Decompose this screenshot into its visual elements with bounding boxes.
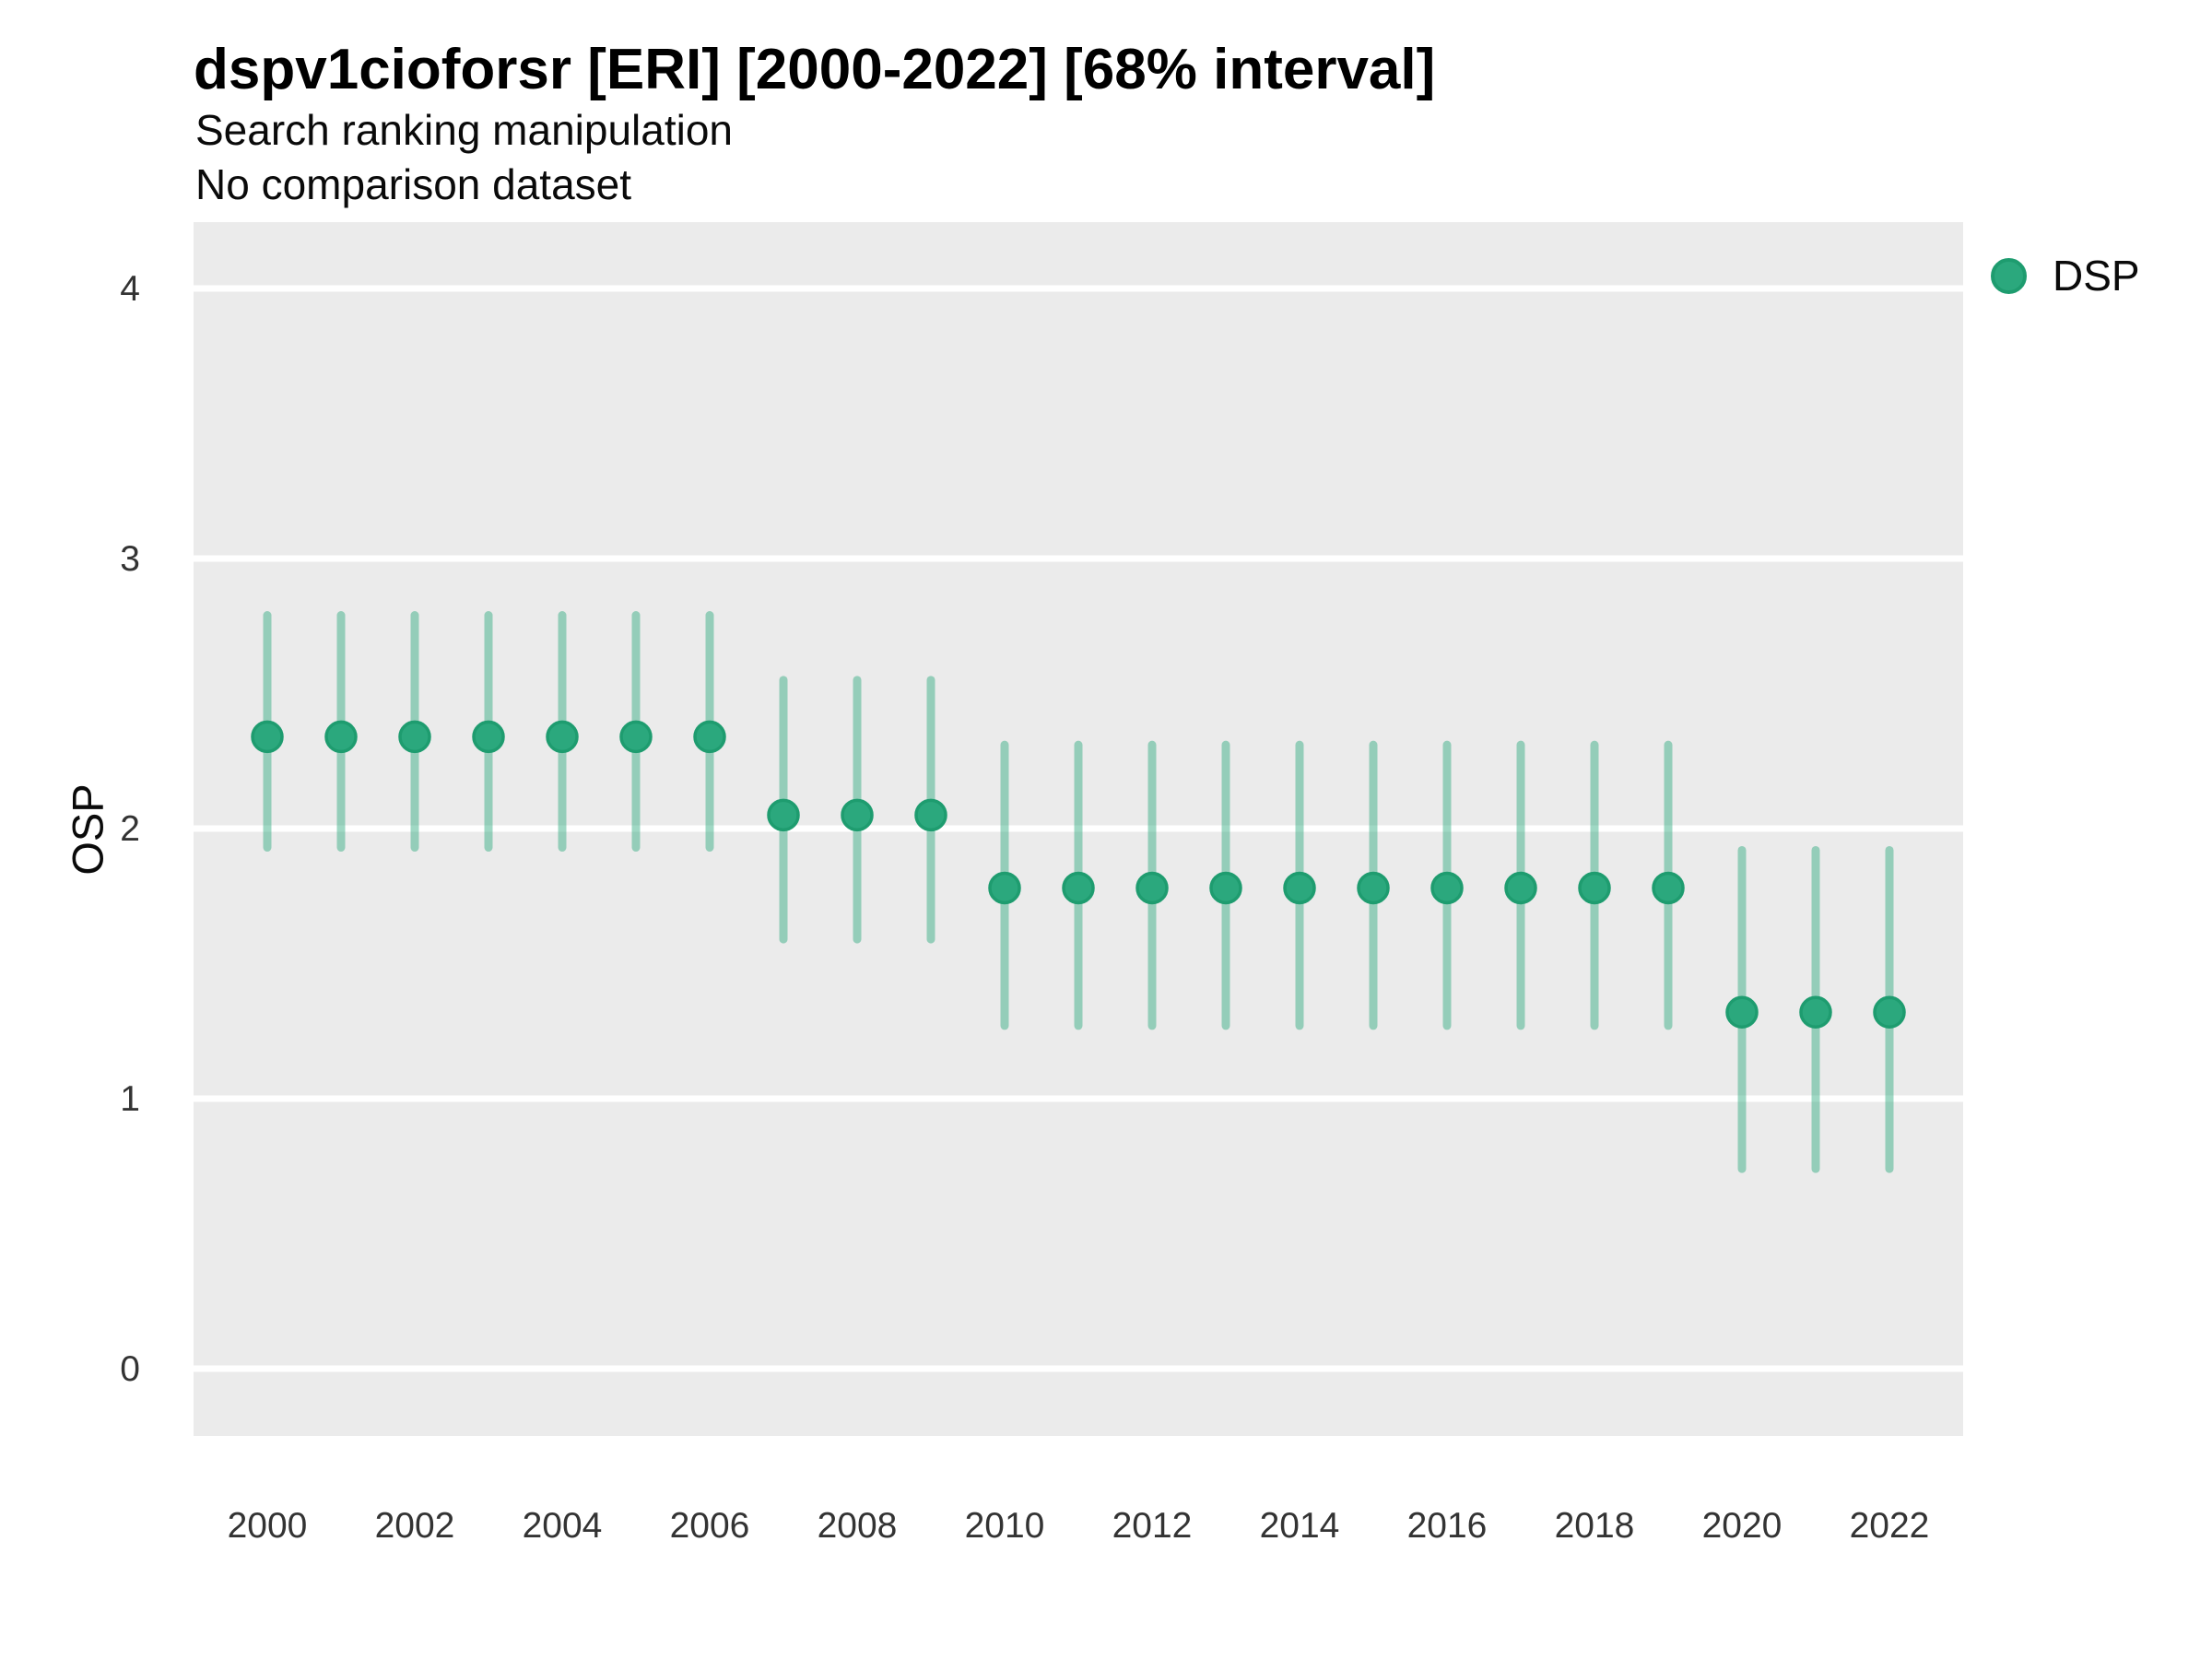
data-point-2016 <box>1430 871 1464 905</box>
data-point-2013 <box>1209 871 1242 905</box>
legend: DSP <box>1991 251 2140 300</box>
x-tick-label: 2000 <box>228 1506 308 1546</box>
data-point-2003 <box>472 720 505 754</box>
legend-label-dsp: DSP <box>2053 252 2140 300</box>
x-tick-label: 2002 <box>375 1506 455 1546</box>
y-axis-title: OSP <box>63 783 112 876</box>
x-tick-label: 2016 <box>1407 1506 1488 1546</box>
data-point-2018 <box>1578 871 1611 905</box>
chart-title: dspv1cioforsr [ERI] [2000-2022] [68% int… <box>194 38 1436 101</box>
x-tick-label: 2022 <box>1850 1506 1930 1546</box>
data-point-2001 <box>324 720 358 754</box>
y-tick-label: 3 <box>120 539 140 579</box>
data-point-2020 <box>1725 995 1759 1029</box>
data-point-2017 <box>1504 871 1537 905</box>
data-point-2015 <box>1357 871 1390 905</box>
data-point-2012 <box>1135 871 1169 905</box>
data-point-2004 <box>546 720 579 754</box>
data-point-2002 <box>398 720 431 754</box>
data-point-2008 <box>841 798 874 832</box>
data-point-2019 <box>1652 871 1685 905</box>
y-tick-label: 2 <box>120 809 140 849</box>
data-point-2011 <box>1062 871 1095 905</box>
x-tick-label: 2006 <box>670 1506 750 1546</box>
data-point-2009 <box>914 798 947 832</box>
data-point-2000 <box>251 720 284 754</box>
y-tick-label: 0 <box>120 1349 140 1389</box>
data-point-2022 <box>1873 995 1906 1029</box>
chart-subtitle-line2: No comparison dataset <box>195 160 632 208</box>
data-point-2021 <box>1799 995 1832 1029</box>
data-point-2007 <box>767 798 800 832</box>
x-tick-label: 2012 <box>1112 1506 1193 1546</box>
y-tick-label: 4 <box>120 269 140 309</box>
x-tick-label: 2018 <box>1555 1506 1635 1546</box>
data-point-2005 <box>619 720 653 754</box>
data-point-2006 <box>693 720 726 754</box>
x-tick-label: 2010 <box>965 1506 1045 1546</box>
data-point-2014 <box>1283 871 1316 905</box>
x-tick-label: 2008 <box>818 1506 898 1546</box>
x-tick-label: 2004 <box>523 1506 603 1546</box>
data-point-2010 <box>988 871 1021 905</box>
chart-subtitle-line1: Search ranking manipulation <box>195 106 734 154</box>
x-tick-label: 2014 <box>1260 1506 1340 1546</box>
legend-point-icon <box>1991 257 2027 294</box>
x-tick-label: 2020 <box>1702 1506 1783 1546</box>
y-tick-label: 1 <box>120 1079 140 1119</box>
